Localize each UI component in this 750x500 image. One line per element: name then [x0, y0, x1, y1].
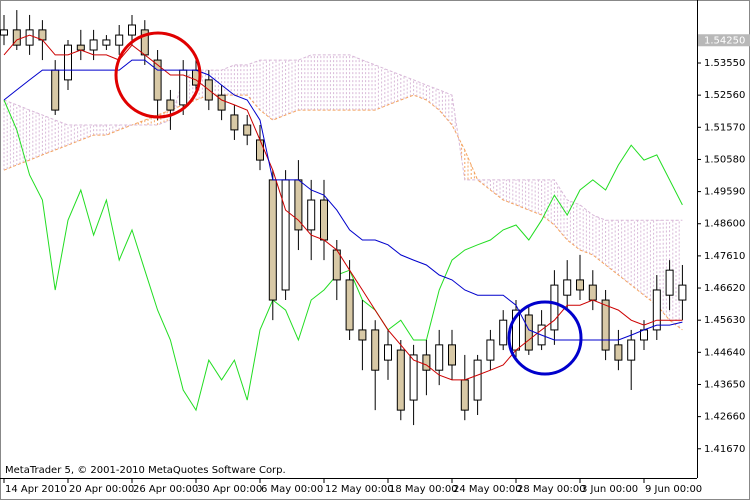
tenkan-line — [3, 34, 683, 381]
y-tick-label: 1.47610 — [704, 251, 745, 262]
price-box — [698, 34, 750, 47]
candle-body — [281, 179, 290, 291]
candle-body — [38, 29, 47, 41]
candle-body — [371, 329, 380, 371]
candle-body — [601, 299, 610, 351]
y-tick-label: 1.46620 — [704, 283, 745, 294]
candle-body — [499, 319, 508, 346]
candle-body — [51, 69, 60, 111]
annotation-circle — [114, 31, 202, 119]
y-tick-label: 1.41670 — [704, 444, 745, 455]
x-tick-label: 3 Jun 00:00 — [581, 484, 638, 495]
candle-body — [230, 114, 239, 131]
candle-body — [435, 344, 444, 371]
candle-body — [563, 279, 572, 296]
candle-body — [678, 284, 687, 301]
x-tick-label: 6 May 00:00 — [261, 484, 323, 495]
candle-body — [576, 279, 584, 291]
candle-body — [550, 284, 559, 331]
y-tick-label: 1.48600 — [704, 219, 745, 230]
candle-body — [422, 354, 431, 371]
price-box-label: 1.54250 — [704, 35, 745, 46]
y-tick-label: 1.44640 — [704, 347, 745, 358]
y-tick-label: 1.53550 — [704, 58, 745, 69]
x-tick-label: 26 Apr 00:00 — [133, 484, 198, 495]
candle-body — [12, 29, 21, 46]
candle-body — [448, 344, 456, 366]
y-tick-label: 1.45630 — [704, 315, 745, 326]
x-tick-label: 20 Apr 00:00 — [69, 484, 134, 495]
y-tick-label: 1.43650 — [704, 379, 745, 390]
candle-body — [614, 344, 623, 361]
x-tick-label: 14 Apr 2010 — [5, 484, 67, 495]
x-tick-label: 12 May 00:00 — [325, 484, 394, 495]
copyright: MetaTrader 5, © 2001-2010 MetaQuotes Sof… — [5, 465, 286, 476]
candle-body — [25, 29, 34, 46]
candle-body — [166, 99, 175, 111]
candle-body — [396, 349, 405, 411]
candle-body — [76, 44, 85, 51]
candle-body — [102, 39, 111, 46]
x-tick-label: 9 Jun 00:00 — [645, 484, 702, 495]
candle-body — [358, 329, 367, 341]
candle-body — [115, 34, 124, 46]
y-tick-label: 1.51570 — [704, 122, 745, 133]
senkou-a-line — [3, 94, 683, 331]
candle-body — [460, 379, 469, 411]
candle-body — [486, 339, 495, 361]
candle-body — [409, 354, 418, 401]
candle-body — [256, 139, 264, 161]
candle-body — [128, 24, 136, 36]
candle-body — [0, 29, 8, 36]
x-tick-label: 18 May 00:00 — [389, 484, 458, 495]
y-tick-label: 1.49590 — [704, 187, 745, 198]
candle-body — [243, 124, 252, 136]
candle-body — [89, 39, 98, 51]
candle-body — [384, 344, 392, 361]
x-tick-label: 24 May 00:00 — [453, 484, 522, 495]
y-tick-label: 1.52560 — [704, 90, 745, 101]
candle-body — [153, 59, 162, 101]
plot-area — [0, 10, 687, 426]
candle-body — [652, 289, 661, 331]
chikou-line — [3, 99, 683, 412]
y-tick-label: 1.50580 — [704, 154, 745, 165]
senkou-b-line — [3, 54, 683, 221]
candle-body — [524, 314, 533, 351]
candle-body — [665, 269, 674, 296]
candle-body — [588, 284, 597, 301]
candle-body — [64, 44, 72, 81]
candle-body — [268, 179, 277, 301]
x-tick-label: 28 May 00:00 — [517, 484, 586, 495]
candle-body — [307, 199, 316, 231]
candle-body — [320, 199, 328, 241]
candle-body — [627, 339, 636, 361]
x-tick-label: 30 Apr 00:00 — [197, 484, 262, 495]
candle-body — [345, 279, 354, 331]
candle-body — [217, 94, 226, 111]
annotation-circle — [507, 300, 583, 376]
candle-body — [473, 359, 482, 401]
y-tick-label: 1.42660 — [704, 412, 745, 423]
